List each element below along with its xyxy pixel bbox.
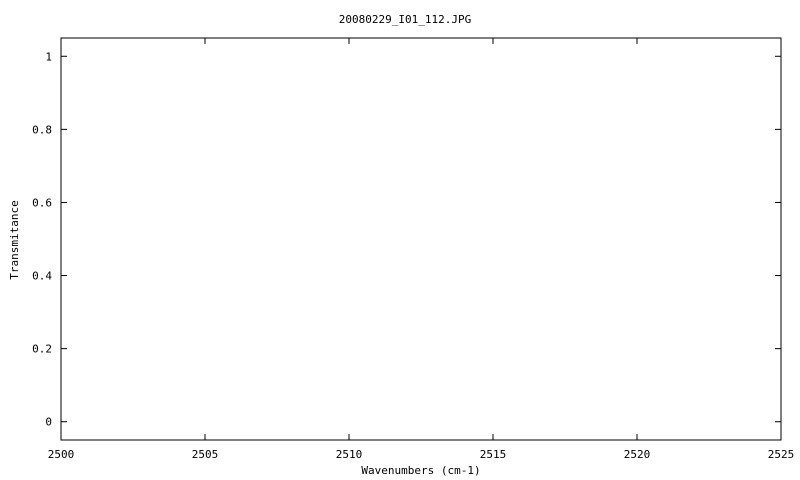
y-tick-label: 1 (45, 50, 52, 63)
x-axis-title: Wavenumbers (cm-1) (361, 464, 480, 477)
y-tick-label: 0.2 (32, 343, 52, 356)
y-tick-label: 0.8 (32, 123, 52, 136)
y-axis: 0 0.2 0.4 0.6 0.8 1 (32, 50, 781, 429)
x-tick-label: 2520 (624, 448, 651, 461)
x-tick-label: 2525 (768, 448, 795, 461)
x-tick-label: 2515 (480, 448, 507, 461)
x-tick-label: 2500 (48, 448, 75, 461)
y-tick-label: 0.4 (32, 270, 52, 283)
x-axis: 2500 2505 2510 2515 2520 2525 (48, 38, 795, 461)
y-axis-title: Transmitance (8, 200, 21, 279)
y-tick-label: 0.6 (32, 196, 52, 209)
x-tick-label: 2505 (192, 448, 219, 461)
chart-title: 20080229_I01_112.JPG (339, 13, 471, 26)
plot-frame (60, 37, 782, 441)
x-tick-label: 2510 (336, 448, 363, 461)
y-tick-label: 0 (45, 416, 52, 429)
